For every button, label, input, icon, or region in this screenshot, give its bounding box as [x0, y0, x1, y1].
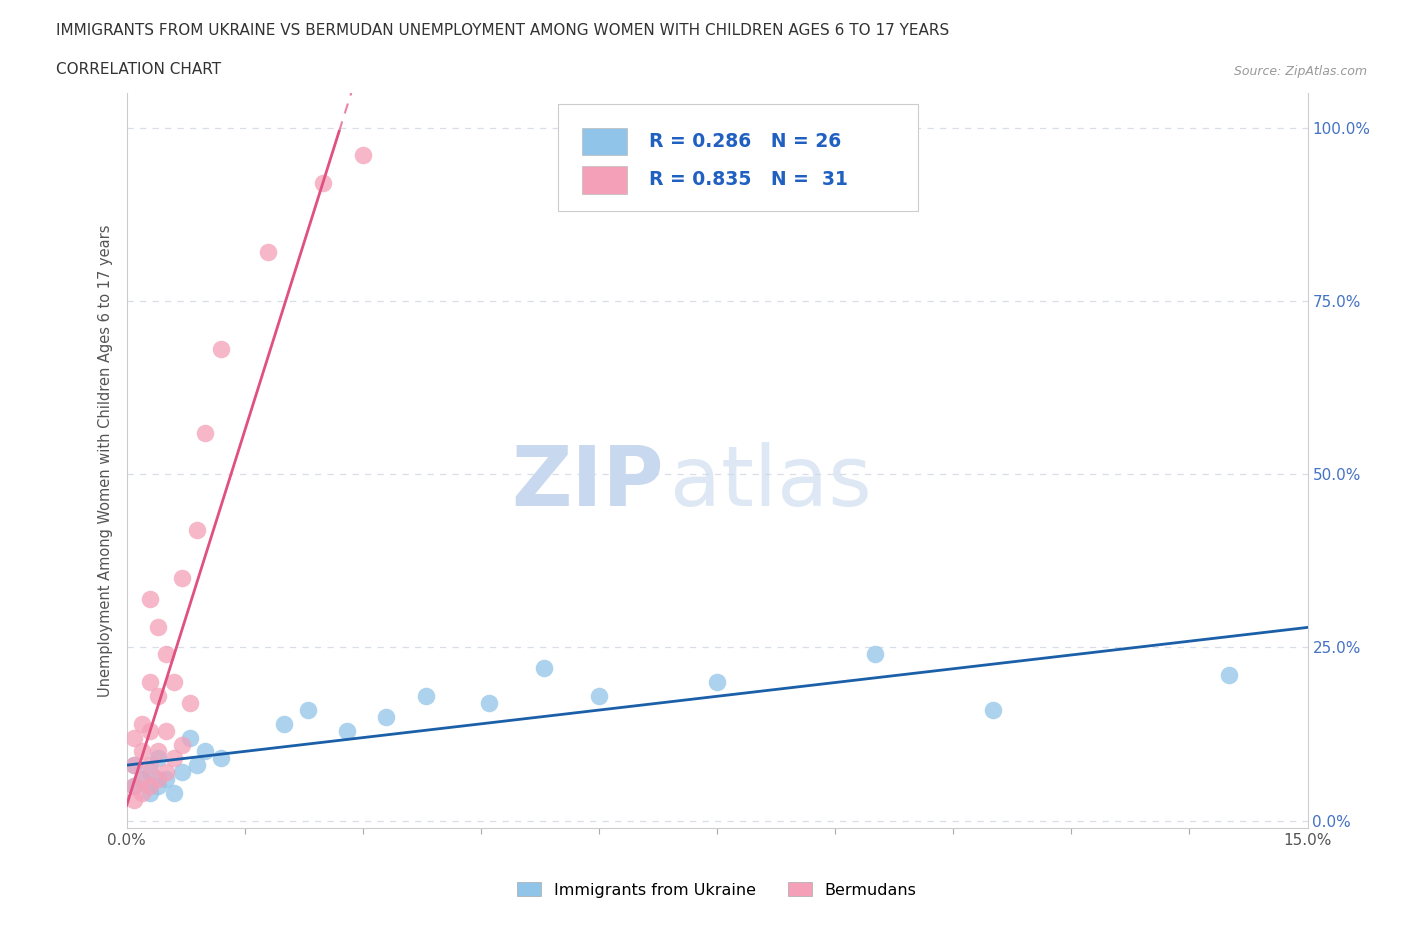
- Point: [163, 751, 186, 765]
- Point: [186, 523, 208, 538]
- Point: [336, 724, 359, 738]
- Point: [131, 716, 153, 731]
- Text: R = 0.286   N = 26: R = 0.286 N = 26: [648, 132, 841, 151]
- Point: [981, 702, 1004, 717]
- Point: [139, 786, 162, 801]
- Point: [1218, 668, 1240, 683]
- Point: [163, 674, 186, 689]
- Point: [139, 724, 162, 738]
- Y-axis label: Unemployment Among Women with Children Ages 6 to 17 years: Unemployment Among Women with Children A…: [97, 224, 112, 697]
- Point: [186, 758, 208, 773]
- Point: [139, 758, 162, 773]
- Point: [131, 744, 153, 759]
- Point: [273, 716, 295, 731]
- Point: [257, 245, 280, 259]
- Point: [706, 674, 728, 689]
- Point: [155, 724, 177, 738]
- Point: [194, 425, 217, 440]
- Text: ZIP: ZIP: [512, 442, 664, 523]
- Point: [146, 744, 169, 759]
- Point: [170, 764, 193, 779]
- Point: [297, 702, 319, 717]
- Point: [209, 342, 232, 357]
- Point: [155, 764, 177, 779]
- Point: [163, 786, 186, 801]
- Text: IMMIGRANTS FROM UKRAINE VS BERMUDAN UNEMPLOYMENT AMONG WOMEN WITH CHILDREN AGES : IMMIGRANTS FROM UKRAINE VS BERMUDAN UNEM…: [56, 23, 949, 38]
- Point: [170, 571, 193, 586]
- Point: [146, 619, 169, 634]
- Point: [155, 772, 177, 787]
- Point: [155, 647, 177, 662]
- Point: [170, 737, 193, 752]
- Point: [124, 758, 146, 773]
- Point: [209, 751, 232, 765]
- Point: [478, 696, 501, 711]
- Point: [131, 772, 153, 787]
- Point: [863, 647, 886, 662]
- Point: [146, 772, 169, 787]
- Point: [124, 778, 146, 793]
- Point: [312, 176, 335, 191]
- Text: atlas: atlas: [669, 442, 872, 523]
- Point: [352, 148, 374, 163]
- Point: [533, 661, 555, 676]
- Point: [124, 730, 146, 745]
- Text: Source: ZipAtlas.com: Source: ZipAtlas.com: [1233, 65, 1367, 78]
- Point: [124, 758, 146, 773]
- Point: [146, 688, 169, 703]
- Point: [124, 778, 146, 793]
- Point: [139, 591, 162, 606]
- Point: [179, 696, 201, 711]
- Point: [179, 730, 201, 745]
- Point: [194, 744, 217, 759]
- FancyBboxPatch shape: [558, 104, 918, 210]
- Point: [131, 786, 153, 801]
- Point: [146, 751, 169, 765]
- Point: [588, 688, 610, 703]
- Point: [139, 764, 162, 779]
- Point: [146, 778, 169, 793]
- Text: R = 0.835   N =  31: R = 0.835 N = 31: [648, 170, 848, 189]
- Point: [375, 710, 398, 724]
- Legend: Immigrants from Ukraine, Bermudans: Immigrants from Ukraine, Bermudans: [510, 876, 924, 904]
- Point: [139, 778, 162, 793]
- Point: [131, 772, 153, 787]
- FancyBboxPatch shape: [582, 166, 627, 193]
- Point: [124, 792, 146, 807]
- Point: [415, 688, 437, 703]
- Point: [139, 674, 162, 689]
- FancyBboxPatch shape: [582, 127, 627, 155]
- Text: CORRELATION CHART: CORRELATION CHART: [56, 62, 221, 77]
